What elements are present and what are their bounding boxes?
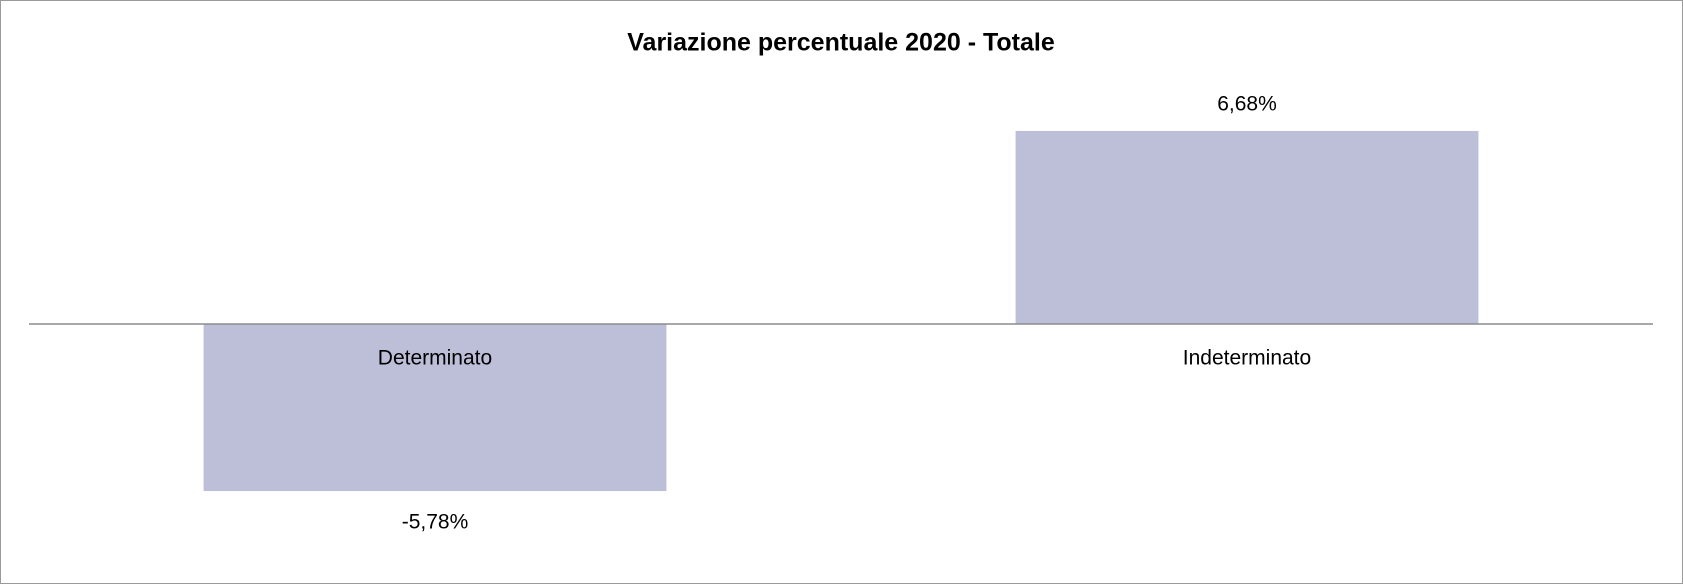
bar (203, 324, 667, 492)
bar (1015, 130, 1479, 324)
chart-title: Variazione percentuale 2020 - Totale (627, 29, 1055, 57)
data-label: 6,68% (1217, 92, 1277, 115)
data-label: -5,78% (402, 511, 469, 534)
x-tick-label: Determinato (378, 347, 492, 370)
x-tick-label: Indeterminato (1183, 347, 1311, 370)
